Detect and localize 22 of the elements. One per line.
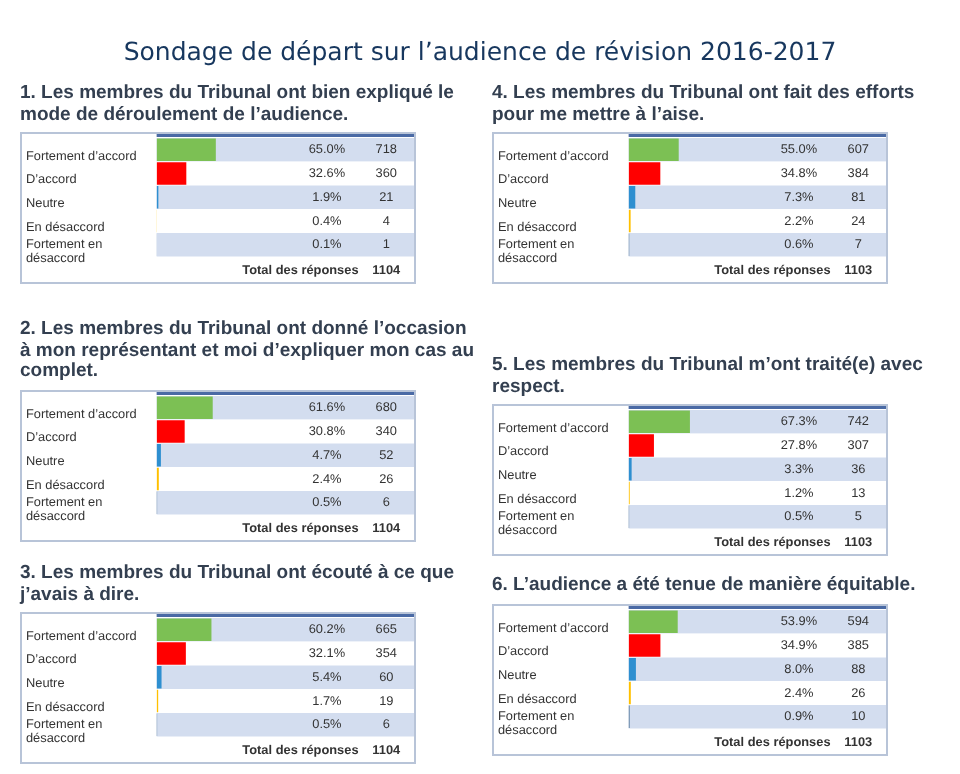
- bar: [628, 410, 690, 434]
- chart-title: 2. Les membres du Tribunal ont donné l’occasion à mon représentant et moi d’expliquer mon cas au complet.: [20, 318, 476, 383]
- bar: [156, 162, 187, 185]
- bar: [628, 162, 661, 185]
- bar: [156, 642, 186, 665]
- bar: [156, 419, 185, 442]
- bar: [628, 138, 679, 162]
- chart-title: 3. Les membres du Tribunal ont écouté à ce que j’avais à dire.: [20, 562, 456, 606]
- bar: [628, 609, 678, 633]
- chart-title: 5. Les membres du Tribunal m’ont traité(e) avec respect.: [492, 354, 925, 398]
- chart-title: 6. L’audience a été tenue de manière équitable.: [492, 574, 918, 597]
- chart-title: 4. Les membres du Tribunal ont fait des efforts pour me mettre à l’aise.: [492, 82, 917, 126]
- bar: [628, 657, 636, 680]
- bar: [156, 395, 213, 419]
- bar: [628, 186, 636, 209]
- bar: [628, 633, 661, 656]
- text: Sondage de départ sur l’audience de révision 2016-2017: [121, 36, 839, 66]
- bar: [628, 434, 654, 457]
- bar: [156, 618, 212, 642]
- bar: [156, 138, 216, 162]
- chart-subtitle: 1. Les membres du Tribunal ont bien expliqué le mode de déroulement de l’audience.: [20, 82, 456, 126]
- bar: [156, 666, 162, 689]
